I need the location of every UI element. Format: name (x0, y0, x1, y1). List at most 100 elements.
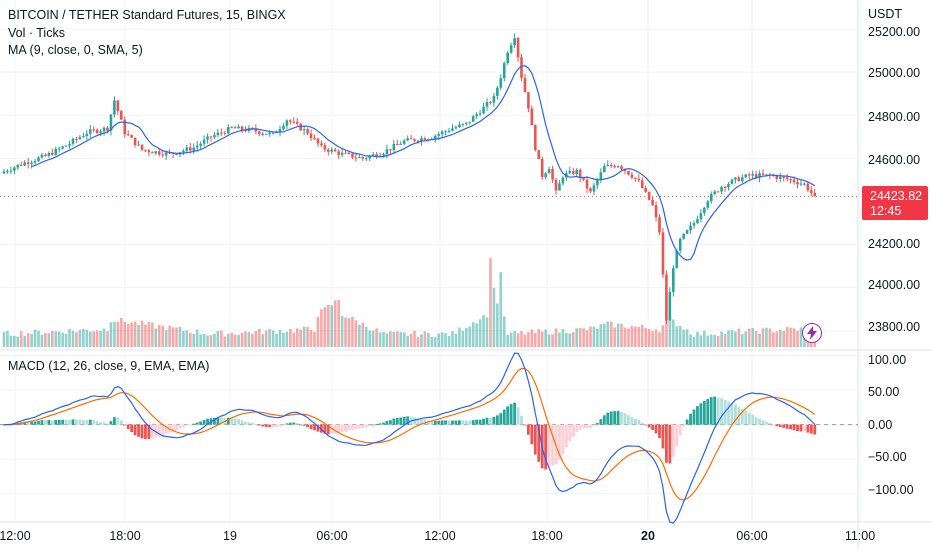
macd-histogram-bar (385, 420, 389, 425)
macd-tick-label: 100.00 (868, 353, 906, 367)
volume-bar (92, 331, 95, 347)
candle-body (161, 154, 164, 156)
volume-bar (61, 332, 64, 347)
candle-body (92, 129, 95, 131)
macd-histogram-bar (164, 424, 168, 435)
macd-histogram-bar (26, 421, 30, 425)
volume-bar (444, 333, 447, 347)
macd-histogram-bar (213, 417, 216, 425)
volume-bar (589, 326, 592, 347)
candle-body (182, 150, 185, 153)
candle-body (95, 129, 99, 133)
macd-histogram-bar (789, 424, 792, 430)
macd-histogram-bar (44, 420, 47, 425)
volume-bar (623, 327, 627, 347)
volume-bar (175, 327, 178, 347)
volume-bar (492, 287, 496, 347)
candle-body (120, 111, 123, 120)
candle-body (585, 179, 589, 189)
candle-body (578, 169, 582, 178)
candle-body (371, 154, 375, 156)
candle-body (216, 132, 220, 136)
macd-histogram-bar (806, 424, 810, 433)
macd-histogram-bar (368, 424, 372, 426)
volume-bar (451, 331, 454, 347)
volume-bar (133, 321, 137, 347)
candle-body (375, 154, 378, 157)
volume-legend[interactable]: Vol · Ticks (8, 26, 65, 40)
candle-body (596, 179, 599, 186)
volume-bar (427, 333, 430, 347)
last-price-badge: 24423.82 12:45 (862, 186, 928, 220)
candle-body (233, 127, 237, 129)
volume-bar (703, 330, 706, 347)
volume-bar (82, 329, 85, 347)
macd-histogram-bar (2, 424, 6, 426)
volume-bar (741, 334, 744, 347)
lightning-bolt-icon[interactable] (802, 323, 822, 343)
macd-histogram-bar (344, 424, 347, 432)
price-axis-currency: USDT (868, 7, 902, 21)
candle-body (154, 151, 158, 154)
ma-legend[interactable]: MA (9, close, 0, SMA, 5) (8, 43, 143, 57)
macd-legend[interactable]: MACD (12, 26, close, 9, EMA, EMA) (8, 359, 210, 373)
candle-body (682, 233, 685, 239)
candle-body (589, 188, 592, 192)
macd-histogram-bar (478, 419, 482, 425)
candle-body (292, 121, 296, 123)
volume-bar (613, 327, 616, 347)
candle-body (478, 113, 482, 115)
volume-bar (730, 330, 734, 347)
macd-histogram-bar (627, 415, 630, 425)
macd-histogram-bar (523, 424, 527, 426)
macd-histogram-bar (613, 411, 617, 425)
volume-bar (485, 317, 489, 347)
macd-histogram-bar (489, 417, 492, 425)
macd-histogram-bar (578, 424, 582, 430)
macd-histogram-bar (716, 397, 720, 425)
macd-histogram-bar (161, 424, 165, 436)
macd-histogram-bar (616, 411, 620, 425)
volume-bar (478, 319, 482, 347)
macd-histogram-bar (727, 401, 730, 425)
volume-bar (616, 323, 620, 347)
macd-histogram-bar (547, 424, 551, 468)
volume-bar (792, 328, 796, 347)
volume-bar (640, 324, 644, 347)
macd-histogram-bar (444, 420, 447, 425)
candle-body (747, 174, 751, 176)
macd-histogram-bar (454, 420, 458, 425)
candle-body (623, 169, 627, 172)
volume-bar (571, 332, 575, 347)
macd-histogram-bar (240, 420, 244, 425)
candle-body (540, 159, 544, 178)
symbol-title[interactable]: BITCOIN / TETHER Standard Futures, 15, B… (8, 8, 286, 22)
volume-bar (306, 327, 309, 347)
macd-histogram-bar (78, 419, 82, 425)
macd-histogram-bar (50, 420, 54, 425)
macd-histogram-bar (178, 424, 182, 429)
macd-histogram-bar (57, 419, 61, 425)
bar-countdown: 12:45 (870, 204, 902, 218)
macd-histogram-bar (665, 424, 668, 463)
macd-histogram-bar (754, 417, 758, 425)
candle-body (337, 151, 340, 155)
volume-bar (302, 326, 306, 347)
macd-histogram-bar (682, 424, 686, 427)
candle-body (226, 127, 230, 134)
macd-histogram-bar (451, 420, 454, 425)
volume-bar (189, 332, 192, 347)
macd-histogram-bar (144, 424, 147, 439)
volume-bar (154, 328, 158, 347)
macd-histogram-bar (464, 420, 468, 425)
macd-histogram-bar (571, 424, 575, 437)
macd-histogram-bar (147, 424, 151, 440)
volume-bar (126, 323, 130, 347)
candle-body (413, 139, 416, 141)
macd-histogram-bar (747, 412, 751, 425)
time-tick-label: 19 (223, 529, 237, 543)
macd-histogram-bar (326, 424, 330, 435)
volume-bar (637, 326, 641, 347)
